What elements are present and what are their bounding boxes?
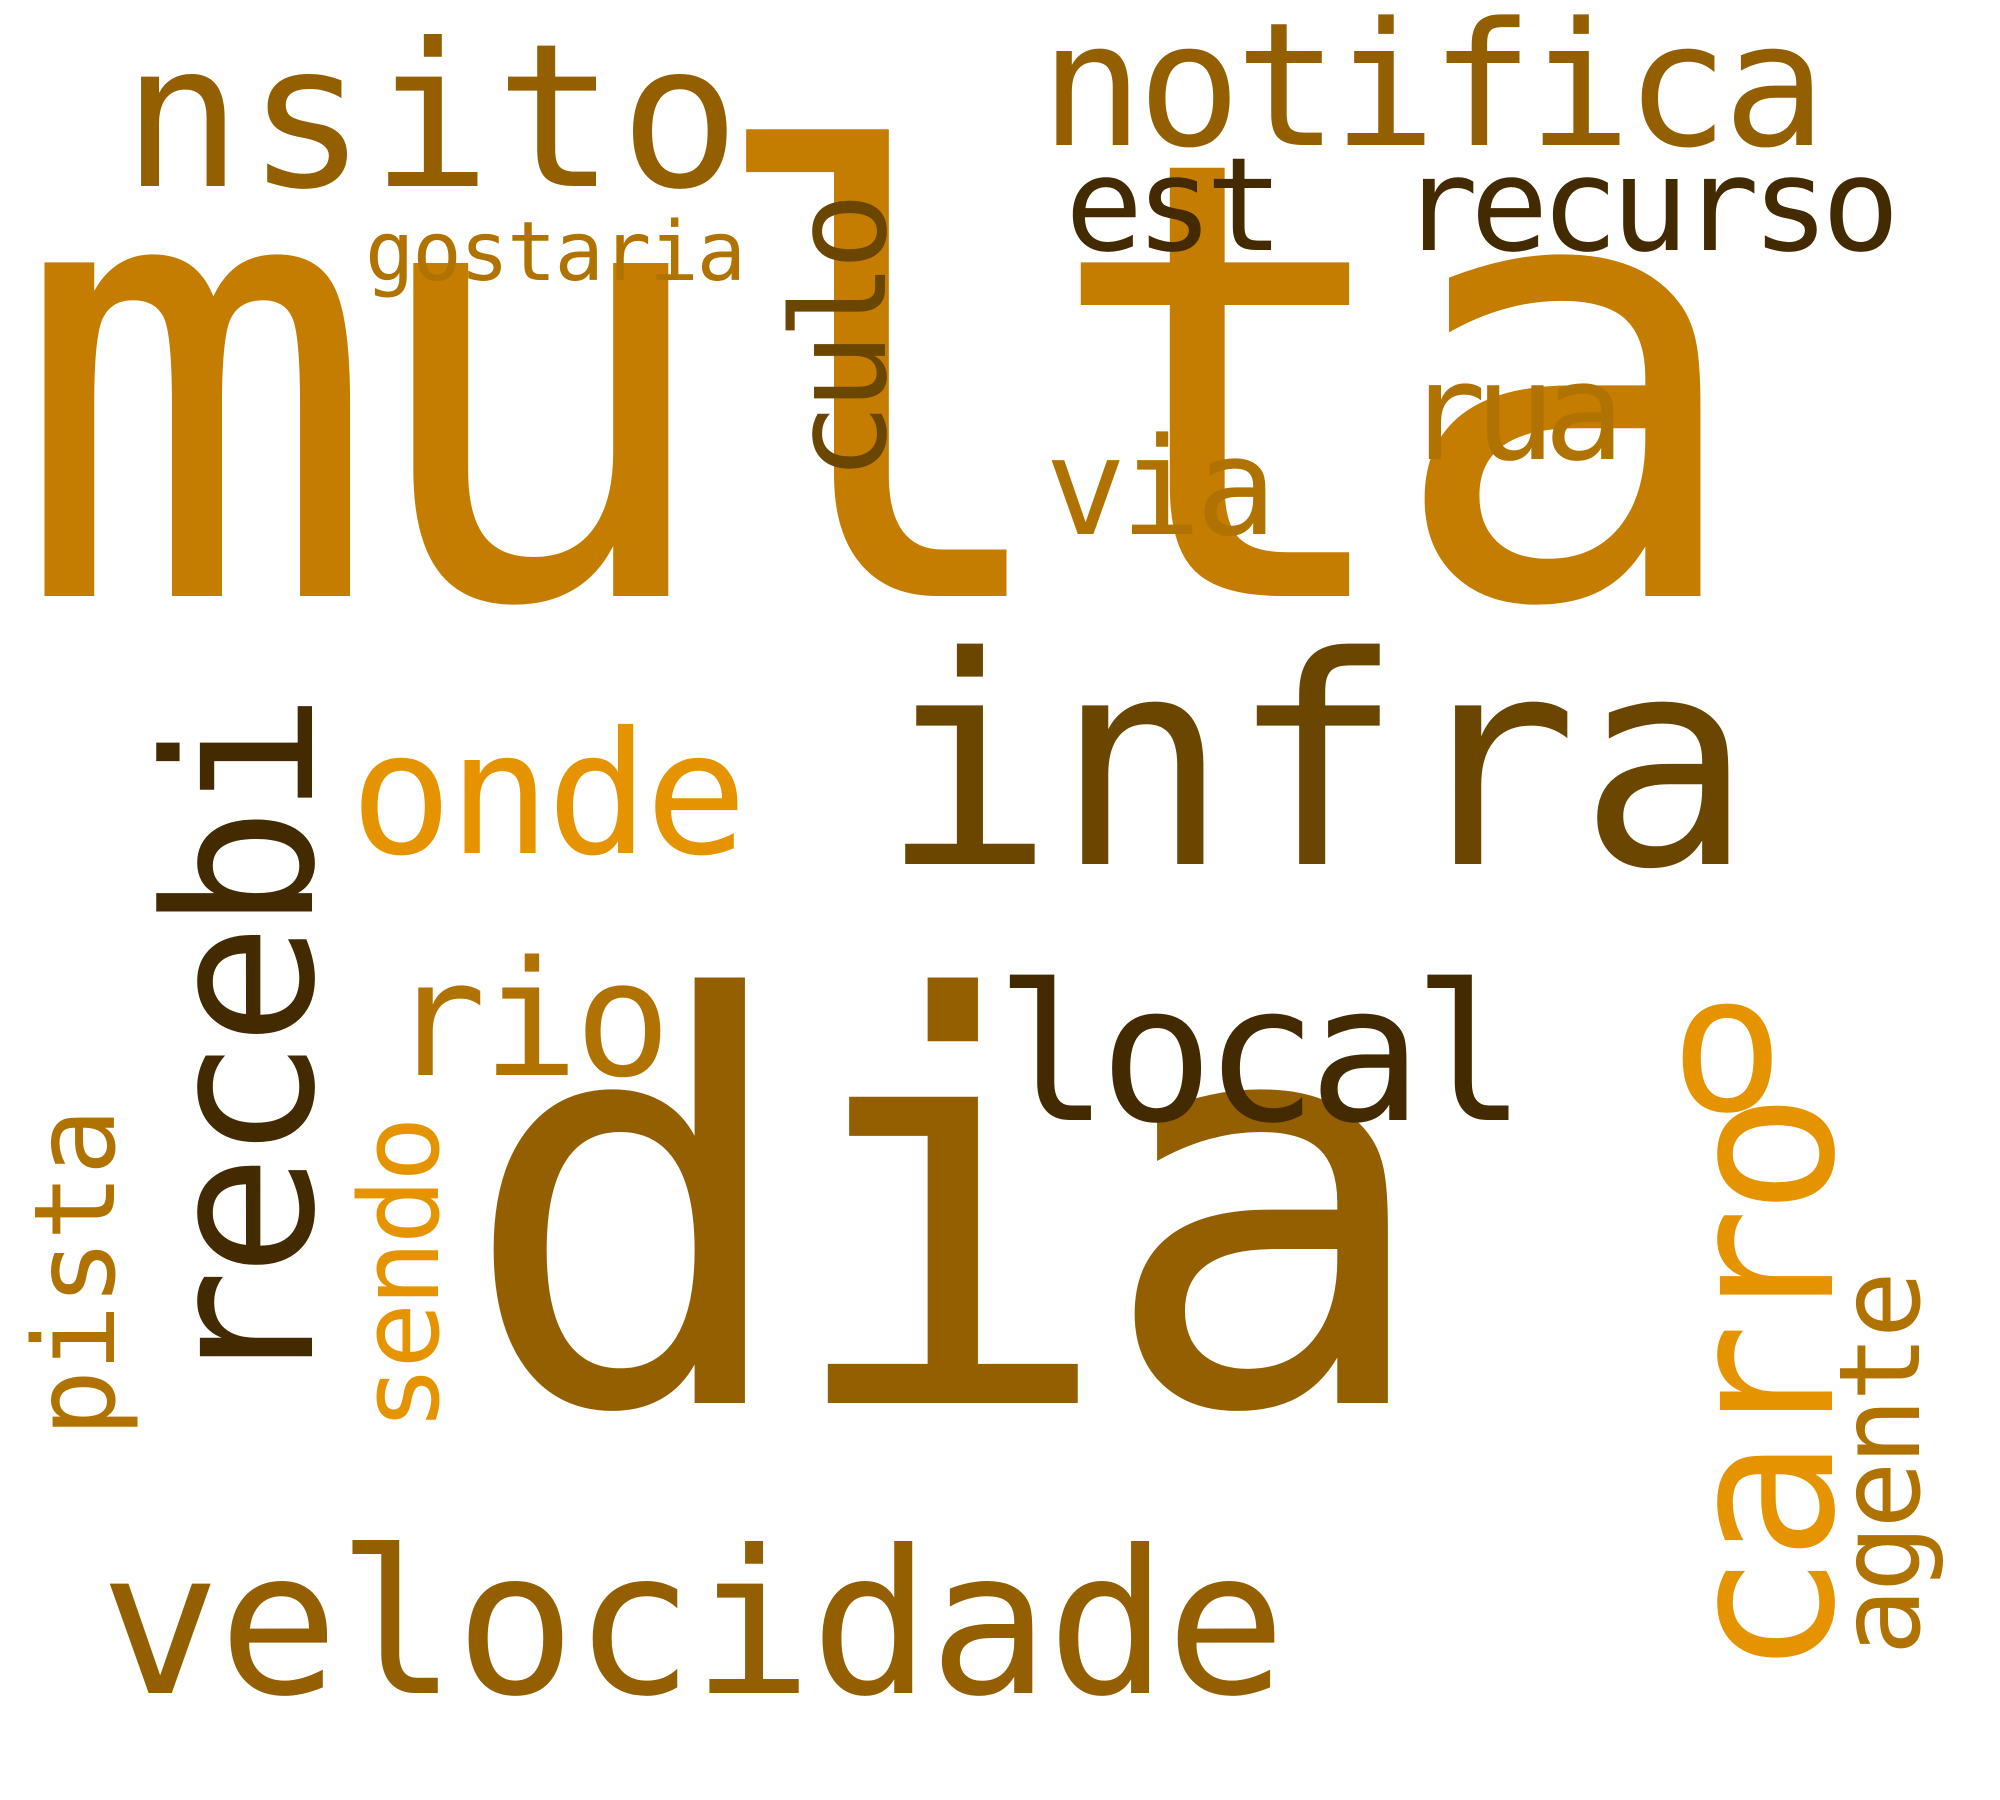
word-recebi: recebi: [123, 700, 361, 1393]
word-recurso: recurso: [1400, 129, 1900, 281]
word-notifica: notifica: [1040, 0, 1826, 186]
word-culo: culo: [764, 200, 916, 482]
word-multa: multa: [12, 30, 1752, 740]
word-agente: agente: [1816, 1275, 1946, 1656]
word-o: o: [1670, 934, 1785, 1155]
word-sendo: sendo: [336, 1120, 464, 1432]
word-rua: rua: [1405, 334, 1625, 491]
word-gostaria: gostaria: [365, 205, 746, 300]
word-onde: onde: [350, 696, 747, 894]
word-via: via: [1045, 409, 1277, 566]
word-est: est: [1065, 129, 1284, 281]
word-nsito: nsito: [122, 1, 745, 234]
word-local: local: [995, 944, 1527, 1165]
word-rio: rio: [390, 926, 671, 1113]
word-infra: infra: [880, 596, 1753, 933]
word-velocidade: velocidade: [100, 1508, 1286, 1741]
word-pista: pista: [11, 1110, 141, 1438]
word-dia: dia: [460, 884, 1435, 1536]
